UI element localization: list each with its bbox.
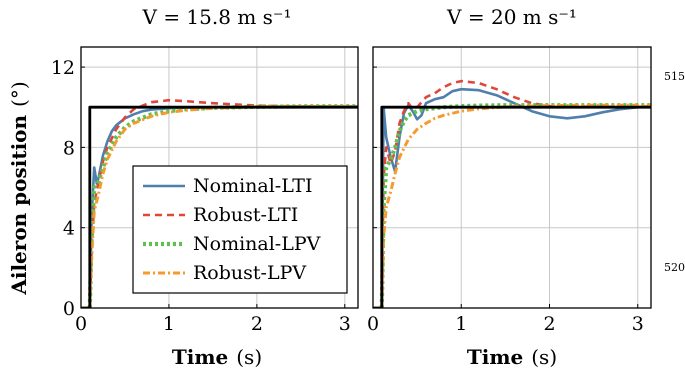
line-number-515: 515 (664, 70, 685, 83)
left-x-tick-label-1: 1 (163, 313, 175, 335)
left-y-tick-label-8: 8 (63, 137, 75, 159)
right-x-axis-label-unit: (s) (531, 345, 557, 369)
left-x-tick-label-3: 3 (339, 313, 351, 335)
legend: Nominal-LTI Robust-LTI Nominal-LPV Robust-L… (132, 165, 348, 294)
legend-label-robust-lti: Robust-LTI (193, 204, 298, 226)
left-x-tick-label-2: 2 (251, 313, 263, 335)
left-y-tick-label-4: 4 (63, 218, 75, 240)
right-series-nominal-lpv (379, 103, 651, 308)
y-axis-label-bold: Aileron position (7, 114, 31, 295)
left-plot-frame (80, 46, 359, 309)
right-x-tick-label-1: 1 (455, 313, 467, 335)
y-axis-label: Aileron position (°) (7, 81, 31, 295)
line-number-520: 520 (664, 261, 685, 274)
right-x-axis-label: Time (s) (467, 345, 557, 369)
right-x-tick-label-2: 2 (543, 313, 555, 335)
legend-label-robust-lpv: Robust-LPV (193, 262, 306, 284)
right-x-tick-label-3: 3 (632, 313, 644, 335)
left-series-reference (81, 105, 358, 308)
right-plot-frame (372, 46, 652, 309)
left-x-axis-label-bold: Time (172, 345, 228, 369)
left-plot-title: V = 15.8 m s⁻¹ (142, 5, 292, 29)
legend-label-nominal-lpv: Nominal-LPV (193, 233, 321, 255)
right-plot: 0 1 2 3 (367, 46, 652, 335)
left-x-axis-label: Time (s) (172, 345, 262, 369)
right-x-tick-label-0: 0 (367, 313, 379, 335)
left-y-tick-label-12: 12 (51, 57, 75, 79)
right-series-nominal-lti (380, 87, 651, 308)
y-axis-label-unit: (°) (7, 81, 31, 107)
left-x-axis-label-unit: (s) (236, 345, 262, 369)
legend-label-nominal-lti: Nominal-LTI (193, 175, 312, 197)
left-y-tick-label-0: 0 (63, 298, 75, 320)
left-series-robust-lpv (88, 105, 358, 308)
right-plot-title: V = 20 m s⁻¹ (446, 5, 577, 29)
left-x-tick-label-0: 0 (75, 313, 87, 335)
right-series-robust-lpv (380, 103, 651, 308)
right-series-reference (373, 105, 651, 308)
right-x-axis-label-bold: Time (467, 345, 523, 369)
